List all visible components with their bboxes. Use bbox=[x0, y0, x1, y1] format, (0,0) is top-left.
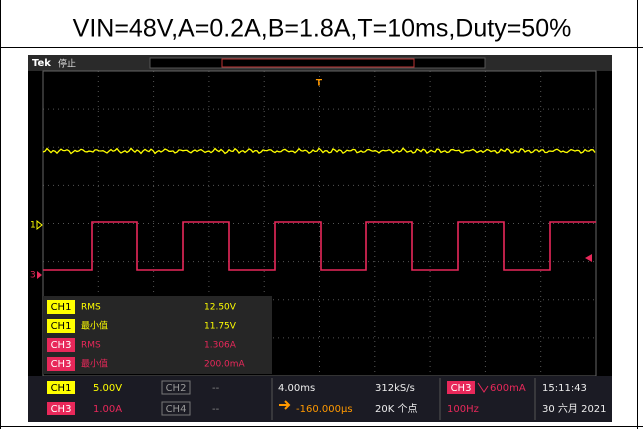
trigger-frequency: 100Hz bbox=[447, 404, 479, 415]
ch3-waveform bbox=[43, 221, 596, 271]
channel-badge bbox=[47, 338, 75, 352]
trigger-level: 600mA bbox=[490, 383, 526, 394]
channel-label: CH3 bbox=[51, 340, 72, 351]
ch3-label: CH3 bbox=[51, 404, 72, 415]
ch2-badge bbox=[161, 380, 191, 395]
channel-label: CH1 bbox=[51, 321, 72, 332]
ch1-scale: 5.00V bbox=[93, 383, 122, 394]
measurement-value: 1.306A bbox=[204, 341, 237, 351]
trigger-channel: CH3 bbox=[451, 383, 472, 394]
ch4-label: CH4 bbox=[166, 404, 187, 415]
delay: -160.000µs bbox=[296, 404, 353, 415]
date: 30 六月 2021 bbox=[542, 403, 607, 415]
sample-rate: 312kS/s bbox=[375, 383, 415, 394]
record-window bbox=[221, 58, 415, 68]
measurement-name: RMS bbox=[81, 341, 101, 351]
ch1-waveform bbox=[42, 147, 596, 155]
ch3-marker-arrow bbox=[37, 271, 42, 279]
measurement-panel bbox=[43, 296, 272, 374]
measurement-value: 11.75V bbox=[204, 322, 237, 332]
status-bar bbox=[28, 376, 612, 422]
ch1-badge bbox=[47, 381, 75, 394]
brand: Tek bbox=[32, 58, 51, 69]
trigger-level-arrow bbox=[585, 254, 592, 262]
run-status: 停止 bbox=[58, 58, 76, 70]
channel-badge bbox=[47, 300, 75, 314]
trigger-marker: T bbox=[316, 79, 323, 89]
channel-label: CH1 bbox=[51, 302, 72, 313]
channel-badge bbox=[47, 319, 75, 333]
ch1-marker: 1 bbox=[30, 221, 36, 231]
measurement-name: 最小值 bbox=[81, 358, 108, 370]
measurements: CH1 RMS 12.50V CH1 最小值 11.75V CH3 RMS 1.306A CH3 最… bbox=[47, 300, 246, 371]
ch1-marker-arrow bbox=[36, 219, 43, 231]
measurement-value: 200.0mA bbox=[204, 360, 246, 370]
ch4-badge bbox=[161, 401, 191, 416]
trigger-slope bbox=[477, 382, 489, 393]
ch1-label: CH1 bbox=[51, 383, 72, 394]
time: 15:11:43 bbox=[542, 383, 587, 394]
measurement-value: 12.50V bbox=[204, 303, 237, 313]
ch4-scale: -- bbox=[212, 404, 220, 415]
channel-badge bbox=[47, 357, 75, 371]
ch2-scale: -- bbox=[212, 383, 220, 394]
ch3-badge bbox=[47, 402, 75, 415]
ch2-label: CH2 bbox=[166, 383, 187, 394]
delay-arrow bbox=[279, 400, 291, 410]
channel-label: CH3 bbox=[51, 359, 72, 370]
ch3-scale: 1.00A bbox=[93, 404, 122, 415]
record-view bbox=[149, 57, 486, 69]
record-length: 20K 个点 bbox=[375, 403, 417, 415]
measurement-name: RMS bbox=[81, 303, 101, 313]
ch3-marker: 3 bbox=[30, 271, 36, 281]
title: VIN=48V,A=0.2A,B=1.8A,T=10ms,Duty=50% bbox=[73, 15, 572, 43]
timebase: 4.00ms bbox=[278, 383, 315, 394]
trigger-badge bbox=[447, 381, 475, 394]
measurement-name: 最小值 bbox=[81, 320, 108, 332]
